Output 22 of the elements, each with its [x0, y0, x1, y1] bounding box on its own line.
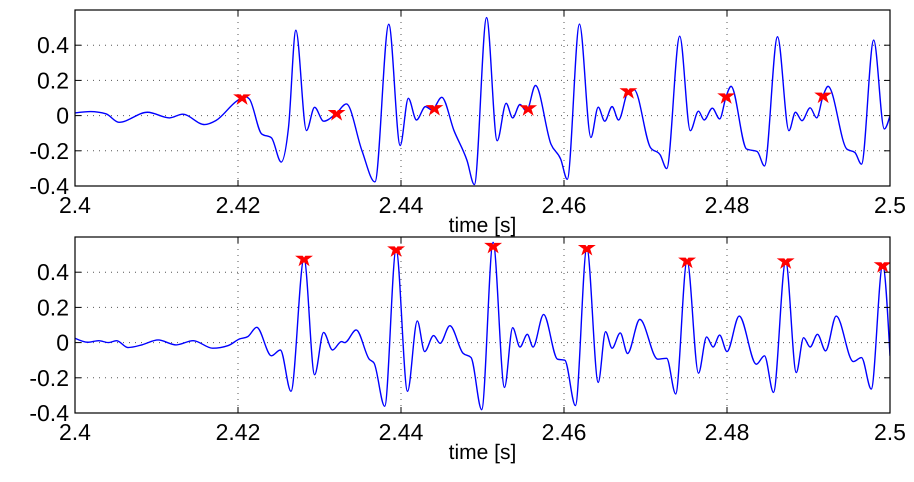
- y-tick-label: 0.2: [37, 294, 69, 320]
- x-axis-title: time [s]: [448, 441, 516, 464]
- x-tick-label: 2.46: [542, 192, 586, 218]
- x-tick-label: 2.5: [874, 419, 906, 445]
- y-tick-label: -0.2: [29, 138, 69, 164]
- x-tick-label: 2.5: [874, 192, 906, 218]
- y-tick-label: 0: [56, 330, 69, 356]
- x-tick-label: 2.48: [704, 192, 750, 218]
- x-tick-label: 2.44: [378, 192, 424, 218]
- x-tick-label: 2.48: [704, 419, 750, 445]
- y-tick-label: 0.2: [37, 67, 69, 94]
- y-tick-label: 0.4: [37, 32, 70, 58]
- x-tick-label: 2.42: [216, 419, 260, 445]
- y-tick-label: 0: [56, 102, 69, 129]
- y-tick-label: -0.2: [29, 364, 69, 391]
- line-series: [75, 16, 890, 186]
- y-tick-label: 0.4: [37, 259, 70, 286]
- line-series: [75, 242, 890, 410]
- x-tick-label: 2.42: [216, 192, 260, 218]
- x-tick-label: 2.44: [378, 419, 424, 445]
- x-axis-title: time [s]: [448, 214, 516, 237]
- x-tick-label: 2.46: [542, 419, 586, 445]
